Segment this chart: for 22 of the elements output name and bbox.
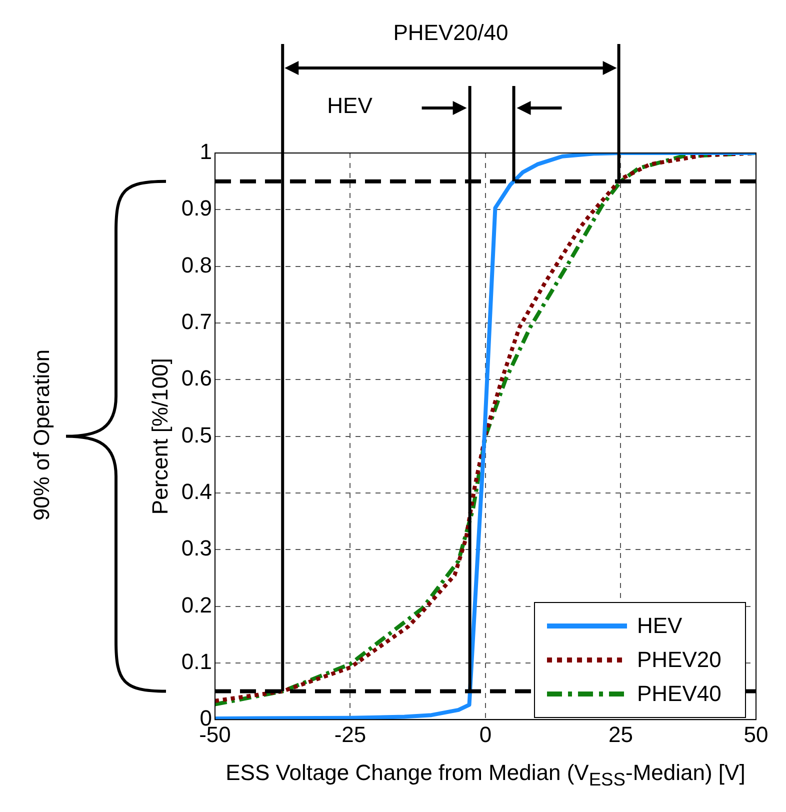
x-tick-label: 25 bbox=[608, 722, 633, 747]
y-tick-label: 0.4 bbox=[181, 479, 212, 504]
y-tick-label: 0.9 bbox=[181, 196, 212, 221]
legend-label: HEV bbox=[637, 612, 682, 639]
y-tick-label: 0.1 bbox=[181, 649, 212, 674]
y-tick-label: 0.2 bbox=[181, 592, 212, 618]
legend-label: PHEV40 bbox=[637, 680, 722, 707]
y-tick-label: 0.3 bbox=[181, 536, 212, 561]
x-axis-title: ESS Voltage Change from Median (V$_{ESS}$-Median) [V] bbox=[224, 760, 746, 790]
text: HEV bbox=[326, 93, 374, 119]
y-tick-label: 0.8 bbox=[181, 252, 212, 278]
y-tick-label: 0.5 bbox=[181, 422, 212, 448]
y-tick-label: 0.7 bbox=[181, 309, 212, 334]
text: 90% of Operation bbox=[29, 348, 55, 523]
x-tick-label: -25 bbox=[334, 722, 366, 747]
x-tick-label: 50 bbox=[744, 722, 768, 747]
text: PHEV20/40 bbox=[392, 20, 510, 46]
y-tick-label: 0.6 bbox=[181, 366, 212, 391]
x-tick-label: 0 bbox=[479, 722, 492, 747]
y-tick-label: 1 bbox=[200, 139, 212, 164]
y-axis-title: Percent [%/100] bbox=[147, 358, 172, 515]
legend-label: PHEV20 bbox=[637, 646, 722, 673]
